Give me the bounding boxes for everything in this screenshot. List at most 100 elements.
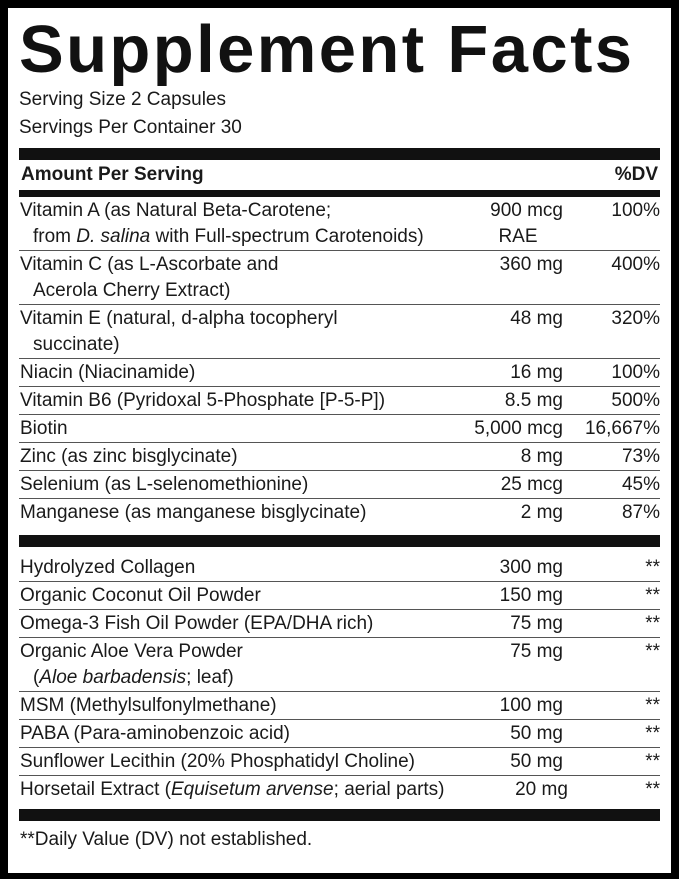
amount: 150 mg <box>433 583 563 609</box>
daily-value: ** <box>645 641 660 662</box>
vitamins-list: Vitamin A (as Natural Beta-Carotene; from… <box>19 197 660 526</box>
serving-size: Serving Size 2 Capsules <box>19 89 226 110</box>
nutrient-name: Vitamin B6 (Pyridoxal 5-Phosphate [P-5-P… <box>20 388 433 414</box>
divider-bar <box>19 148 660 160</box>
divider-bar <box>19 535 660 547</box>
daily-value: ** <box>645 585 660 606</box>
name-segment: Horsetail Extract ( <box>20 779 171 800</box>
name-line: Selenium (as L-selenomethionine) <box>20 472 433 498</box>
table-row: MSM (Methylsulfonylmethane) 100 mg ** <box>19 692 660 720</box>
name-line: PABA (Para-aminobenzoic acid) <box>20 721 433 747</box>
daily-value: ** <box>645 557 660 578</box>
amount: 75 mg <box>433 611 563 637</box>
servings-per-container: Servings Per Container 30 <box>19 117 242 138</box>
nutrient-name: Vitamin A (as Natural Beta-Carotene; from… <box>20 198 433 250</box>
name-line: Niacin (Niacinamide) <box>20 360 433 386</box>
nutrient-name: Biotin <box>20 416 433 442</box>
name-segment: PABA (Para-aminobenzoic acid) <box>20 723 290 744</box>
name-line: Omega-3 Fish Oil Powder (EPA/DHA rich) <box>20 611 433 637</box>
table-row: Selenium (as L-selenomethionine) 25 mcg 45… <box>19 471 660 499</box>
amount-line: 360 mg <box>499 254 563 275</box>
amount-line: 2 mg <box>520 502 563 523</box>
amount-line: 300 mg <box>499 557 563 578</box>
amount: 8 mg <box>433 444 563 470</box>
daily-value: 87% <box>621 502 660 523</box>
name-line: Vitamin E (natural, d-alpha tocopheryl <box>20 306 433 332</box>
name-line: Horsetail Extract (Equisetum arvense; ae… <box>20 777 445 803</box>
table-row: Organic Coconut Oil Powder 150 mg ** <box>19 582 660 610</box>
label-title: Supplement Facts <box>19 12 635 87</box>
name-line: MSM (Methylsulfonylmethane) <box>20 693 433 719</box>
name-line: Zinc (as zinc bisglycinate) <box>20 444 433 470</box>
amount-line: 900 mcg <box>490 200 563 221</box>
name-segment: Vitamin C (as L-Ascorbate and <box>20 254 279 275</box>
amount-line: 50 mg <box>510 751 563 772</box>
name-line: Vitamin B6 (Pyridoxal 5-Phosphate [P-5-P… <box>20 388 433 414</box>
name-segment: Acerola Cherry Extract) <box>33 280 231 301</box>
name-segment: Hydrolyzed Collagen <box>20 557 196 578</box>
daily-value: ** <box>645 613 660 634</box>
table-row: Biotin 5,000 mcg 16,667% <box>19 415 660 443</box>
amount-line: 100 mg <box>499 695 563 716</box>
name-segment: Zinc (as zinc bisglycinate) <box>20 446 238 467</box>
footnote: **Daily Value (DV) not established. <box>20 829 313 850</box>
name-segment: D. salina <box>76 226 151 247</box>
amount: 8.5 mg <box>433 388 563 414</box>
amount-line: 150 mg <box>499 585 563 606</box>
name-line: Vitamin A (as Natural Beta-Carotene; <box>20 198 433 224</box>
name-segment: Organic Coconut Oil Powder <box>20 585 261 606</box>
amount-line: 50 mg <box>510 723 563 744</box>
amount-line: RAE <box>498 226 538 247</box>
table-row: Zinc (as zinc bisglycinate) 8 mg 73% <box>19 443 660 471</box>
amount: 100 mg <box>433 693 563 719</box>
daily-value: 320% <box>611 308 660 329</box>
table-row: PABA (Para-aminobenzoic acid) 50 mg ** <box>19 720 660 748</box>
name-segment: Vitamin E (natural, d-alpha tocopheryl <box>20 308 338 329</box>
name-segment: Organic Aloe Vera Powder <box>20 641 243 662</box>
table-row: Niacin (Niacinamide) 16 mg 100% <box>19 359 660 387</box>
amount-line: 75 mg <box>510 613 563 634</box>
name-line: Sunflower Lecithin (20% Phosphatidyl Cho… <box>20 749 433 775</box>
name-segment: Equisetum arvense <box>170 779 334 800</box>
name-line: Vitamin C (as L-Ascorbate and <box>20 252 433 278</box>
nutrient-name: Niacin (Niacinamide) <box>20 360 433 386</box>
daily-value: ** <box>645 751 660 772</box>
amount: 48 mg <box>433 306 563 358</box>
name-segment: with Full-spectrum Carotenoids) <box>150 226 424 247</box>
table-row: Hydrolyzed Collagen 300 mg ** <box>19 554 660 582</box>
amount: 5,000 mcg <box>433 416 563 442</box>
name-segment: Biotin <box>20 418 68 439</box>
daily-value: 16,667% <box>584 418 660 439</box>
name-line: Hydrolyzed Collagen <box>20 555 433 581</box>
amount: 25 mcg <box>433 472 563 498</box>
amount: 50 mg <box>433 721 563 747</box>
name-line: Manganese (as manganese bisglycinate) <box>20 500 433 526</box>
name-segment: from <box>33 226 77 247</box>
dv-heading: %DV <box>614 164 658 185</box>
nutrient-name: Organic Aloe Vera Powder (Aloe barbadensi… <box>20 639 433 691</box>
amount: 900 mcg RAE <box>433 198 563 250</box>
other-ingredients-list: Hydrolyzed Collagen 300 mg ** Organic Cocon… <box>19 554 660 803</box>
name-segment: Manganese (as manganese bisglycinate) <box>20 502 367 523</box>
amount-line: 8.5 mg <box>504 390 563 411</box>
amount-line: 48 mg <box>510 308 563 329</box>
daily-value: 100% <box>611 200 660 221</box>
amount-line: 25 mcg <box>500 474 563 495</box>
table-row: Manganese (as manganese bisglycinate) 2 m… <box>19 499 660 526</box>
nutrient-name: MSM (Methylsulfonylmethane) <box>20 693 433 719</box>
nutrient-name: Vitamin E (natural, d-alpha tocopheryl su… <box>20 306 433 358</box>
name-segment: MSM (Methylsulfonylmethane) <box>20 695 277 716</box>
name-line: succinate) <box>20 332 433 358</box>
table-row: Organic Aloe Vera Powder (Aloe barbadensi… <box>19 638 660 692</box>
divider-bar <box>19 809 660 821</box>
daily-value: 45% <box>621 474 660 495</box>
name-line: from D. salina with Full-spectrum Carote… <box>20 224 433 250</box>
table-row: Vitamin B6 (Pyridoxal 5-Phosphate [P-5-P… <box>19 387 660 415</box>
nutrient-name: Horsetail Extract (Equisetum arvense; ae… <box>20 777 445 803</box>
nutrient-name: PABA (Para-aminobenzoic acid) <box>20 721 433 747</box>
divider-bar <box>19 190 660 197</box>
name-segment: Niacin (Niacinamide) <box>20 362 196 383</box>
nutrient-name: Sunflower Lecithin (20% Phosphatidyl Cho… <box>20 749 433 775</box>
daily-value: 100% <box>611 362 660 383</box>
